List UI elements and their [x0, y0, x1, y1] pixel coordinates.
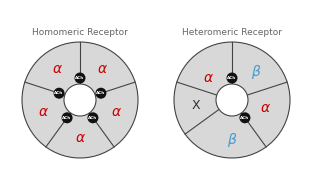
Circle shape: [227, 73, 237, 84]
Text: $\beta$: $\beta$: [251, 63, 261, 81]
Text: ACh: ACh: [54, 91, 64, 95]
Text: ACh: ACh: [228, 76, 236, 80]
Text: $\alpha$: $\alpha$: [260, 101, 270, 115]
Text: $\alpha$: $\alpha$: [111, 105, 122, 119]
Text: $\alpha$: $\alpha$: [203, 71, 213, 85]
Circle shape: [75, 73, 85, 84]
Circle shape: [95, 88, 107, 99]
Text: X: X: [192, 98, 200, 111]
Text: ACh: ACh: [76, 76, 84, 80]
Circle shape: [22, 42, 138, 158]
Text: ACh: ACh: [62, 116, 72, 120]
Text: ACh: ACh: [88, 116, 98, 120]
Text: Heteromeric Receptor: Heteromeric Receptor: [182, 28, 282, 37]
Text: $\alpha$: $\alpha$: [75, 131, 85, 145]
Text: $\alpha$: $\alpha$: [97, 62, 108, 76]
Text: Homomeric Receptor: Homomeric Receptor: [32, 28, 128, 37]
Text: ACh: ACh: [96, 91, 106, 95]
Circle shape: [239, 112, 251, 123]
Circle shape: [174, 42, 290, 158]
Circle shape: [61, 112, 73, 123]
Text: $\beta$: $\beta$: [227, 131, 237, 149]
Circle shape: [53, 88, 65, 99]
Circle shape: [87, 112, 99, 123]
Circle shape: [216, 84, 248, 116]
Text: ACh: ACh: [240, 116, 250, 120]
Text: $\alpha$: $\alpha$: [38, 105, 49, 119]
Text: $\alpha$: $\alpha$: [52, 62, 63, 76]
Circle shape: [64, 84, 96, 116]
